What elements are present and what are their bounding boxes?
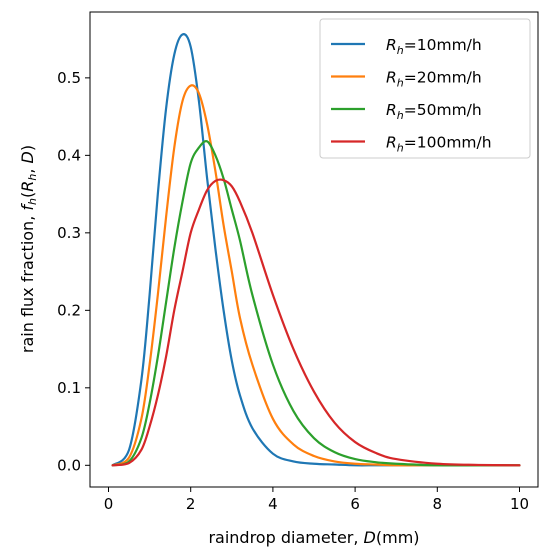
y-axis-label-text: rain flux fraction, bbox=[18, 211, 37, 353]
y-axis: 0.0 0.1 0.2 0.3 0.4 0.5 bbox=[57, 69, 90, 474]
y-tick-label: 0.4 bbox=[57, 146, 81, 164]
legend-rest: =50mm/h bbox=[404, 101, 482, 119]
x-tick-label: 10 bbox=[510, 495, 529, 513]
x-axis-label: raindrop diameter, D(mm) bbox=[208, 528, 419, 547]
legend-var-sub: h bbox=[397, 44, 404, 57]
legend-label-3: Rh=50mm/h bbox=[386, 101, 482, 122]
series-line-4 bbox=[111, 178, 521, 467]
legend-rest: =20mm/h bbox=[404, 69, 482, 87]
y-axis-label-open: ( bbox=[18, 192, 37, 198]
x-tick-label: 8 bbox=[433, 495, 443, 513]
legend-var: R bbox=[386, 134, 397, 152]
y-tick-label: 0.3 bbox=[57, 224, 81, 242]
y-axis-label: rain flux fraction, fh(Rh, D) bbox=[18, 145, 39, 353]
y-tick-label: 0.5 bbox=[57, 69, 81, 87]
legend-var-sub: h bbox=[397, 77, 404, 90]
x-axis-label-text: raindrop diameter, bbox=[208, 528, 363, 547]
legend-rest: =10mm/h bbox=[404, 36, 482, 54]
y-axis-label-sep: , bbox=[18, 163, 37, 173]
legend-var-sub: h bbox=[397, 109, 404, 122]
legend-label-2: Rh=20mm/h bbox=[386, 69, 482, 90]
y-tick-label: 0.0 bbox=[57, 456, 81, 474]
x-tick-label: 4 bbox=[268, 495, 278, 513]
legend: Rh=10mm/hRh=20mm/hRh=50mm/hRh=100mm/h bbox=[319, 18, 531, 159]
series-line-2 bbox=[111, 84, 521, 467]
x-tick-label: 2 bbox=[186, 495, 196, 513]
y-axis-label-arg-sub: h bbox=[26, 174, 39, 181]
series-line-3 bbox=[111, 140, 521, 467]
y-axis-label-arg2: D bbox=[18, 151, 37, 163]
legend-label-4: Rh=100mm/h bbox=[386, 134, 492, 155]
y-axis-label-close: ) bbox=[18, 145, 37, 151]
legend-var: R bbox=[386, 101, 397, 119]
y-tick-label: 0.1 bbox=[57, 379, 81, 397]
y-axis-label-func-sub: h bbox=[26, 198, 39, 205]
series-layer bbox=[111, 33, 521, 467]
x-axis: 0 2 4 6 8 10 bbox=[104, 487, 529, 513]
legend-var: R bbox=[386, 36, 397, 54]
x-axis-label-unit: (mm) bbox=[376, 528, 420, 547]
y-tick-label: 0.2 bbox=[57, 301, 81, 319]
legend-var-sub: h bbox=[397, 142, 404, 155]
legend-label-1: Rh=10mm/h bbox=[386, 36, 482, 57]
legend-var: R bbox=[386, 69, 397, 87]
plot-frame bbox=[89, 11, 539, 488]
x-tick-label: 6 bbox=[350, 495, 360, 513]
legend-box bbox=[319, 18, 531, 159]
y-axis-label-func: f bbox=[18, 203, 37, 211]
x-axis-label-var: D bbox=[364, 528, 376, 547]
x-tick-label: 0 bbox=[104, 495, 114, 513]
y-axis-label-arg: R bbox=[18, 181, 37, 192]
legend-rest: =100mm/h bbox=[404, 134, 492, 152]
